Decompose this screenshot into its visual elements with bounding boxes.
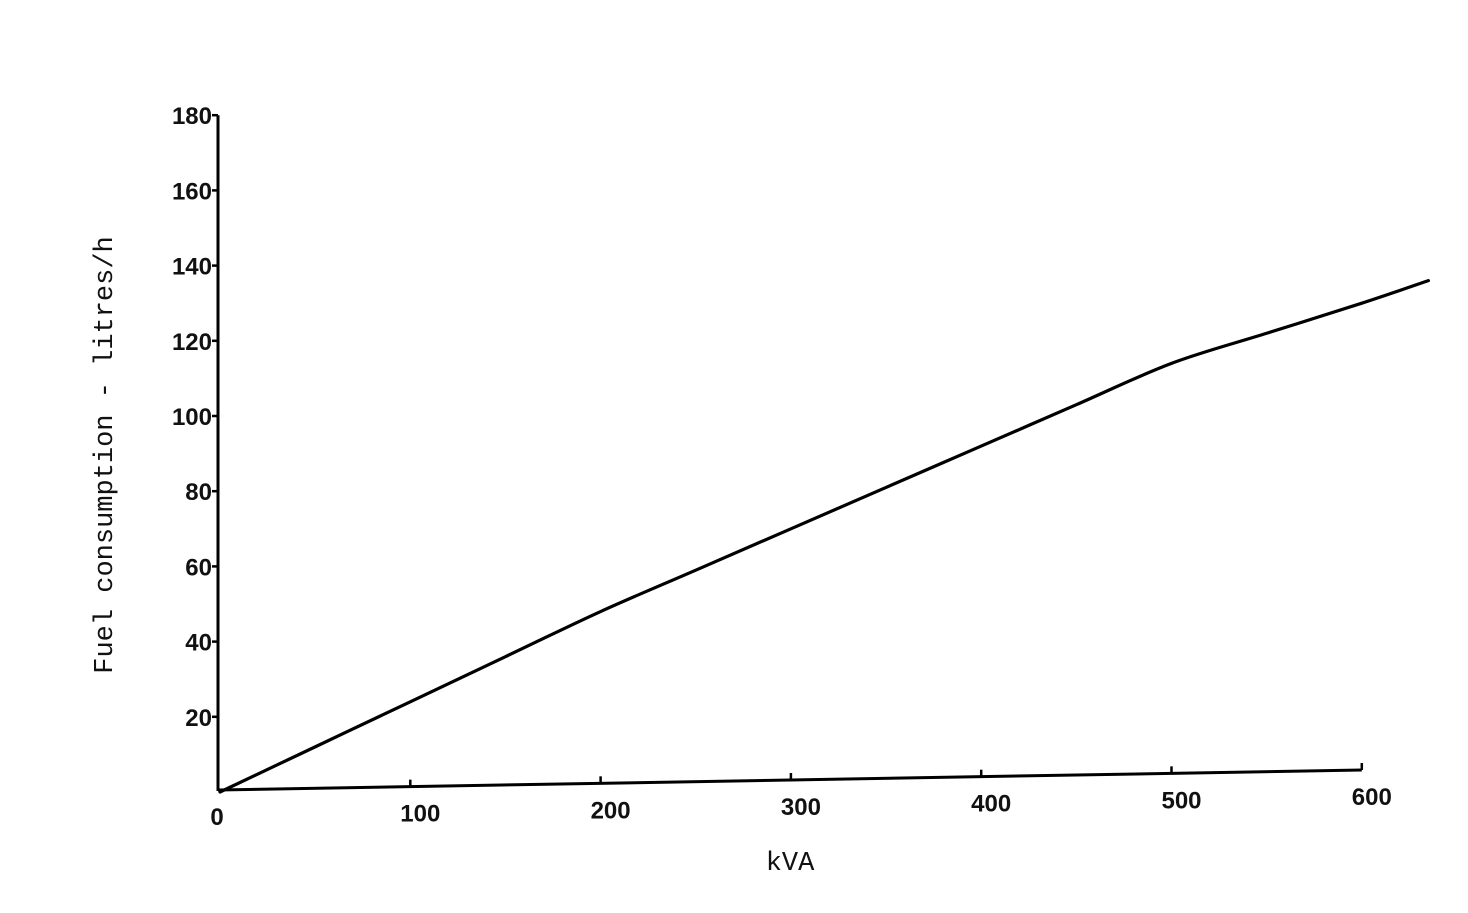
x-tick-label: 300 <box>781 794 821 821</box>
x-tick-label: 200 <box>591 797 631 824</box>
y-tick-label: 160 <box>172 178 212 205</box>
y-tick-label: 180 <box>172 103 212 130</box>
x-tick-label: 500 <box>1161 787 1201 814</box>
x-axis-label: kVA <box>766 849 815 879</box>
y-tick-label: 120 <box>172 329 212 356</box>
x-axis-line <box>217 768 1362 792</box>
y-tick-label: 60 <box>185 554 212 581</box>
y-tick-label: 80 <box>185 479 212 506</box>
series-line <box>218 279 1431 794</box>
series <box>218 279 1431 794</box>
y-tick-label: 40 <box>185 630 212 657</box>
x-tick-label: 600 <box>1352 784 1392 811</box>
axes <box>216 115 1362 792</box>
y-axis-label: Fuel consumption - litres/h <box>91 236 121 673</box>
y-tick-label: 20 <box>185 705 212 732</box>
ticks: 20 40 60 80 100 120 140 160 180 0 100 200 300 400 500 6… <box>172 103 1392 831</box>
x-tick-label: 0 <box>210 804 223 831</box>
x-tick-label: 100 <box>400 801 440 828</box>
x-tick-label: 400 <box>971 791 1011 818</box>
y-tick-label: 100 <box>172 404 212 431</box>
y-tick-label: 140 <box>172 254 212 281</box>
